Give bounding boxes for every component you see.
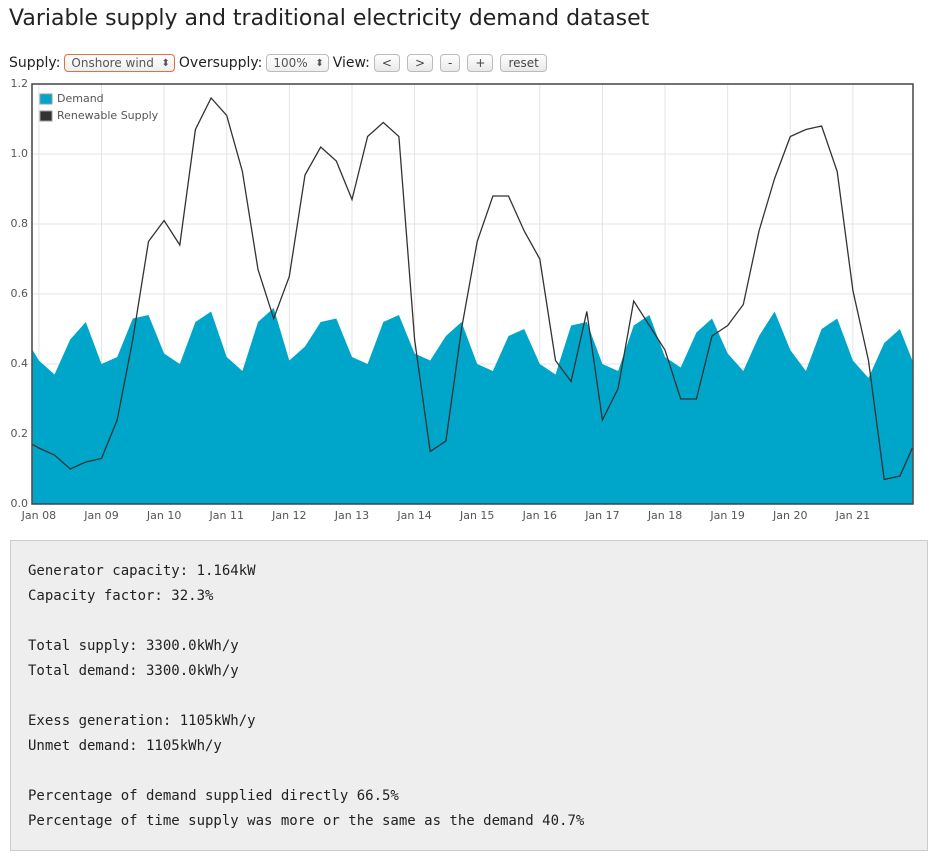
stats-line: Unmet demand: 1105kWh/y — [28, 738, 222, 754]
view-label: View: — [332, 55, 370, 71]
plot-border — [31, 83, 914, 505]
stats-group: Exess generation: 1105kWh/y Unmet demand:… — [11, 709, 927, 759]
view-button[interactable]: + — [467, 54, 494, 72]
legend-swatch — [39, 110, 53, 122]
oversupply-select[interactable]: 100% — [266, 54, 329, 72]
view-button[interactable]: - — [440, 54, 461, 72]
y-tick-label: 0.6 — [11, 287, 29, 300]
stats-group: Total supply: 3300.0kWh/y Total demand: 3… — [11, 634, 927, 684]
x-tick-label: Jan 13 — [334, 509, 369, 522]
page-title: Variable supply and traditional electric… — [9, 6, 650, 31]
y-tick-label: 1.0 — [11, 147, 29, 160]
x-tick-label: Jan 17 — [584, 509, 619, 522]
x-tick-label: Jan 19 — [709, 509, 744, 522]
stats-line: Capacity factor: 32.3% — [28, 588, 214, 604]
x-tick-label: Jan 08 — [21, 509, 56, 522]
y-tick-label: 0.2 — [11, 427, 29, 440]
demand-area — [32, 308, 913, 504]
y-tick-label: 1.2 — [11, 78, 29, 90]
y-tick-label: 0.0 — [11, 497, 29, 510]
x-tick-label: Jan 09 — [83, 509, 118, 522]
stats-line: Percentage of demand supplied directly 6… — [28, 788, 399, 804]
chart: 0.0 0.2 0.4 0.6 0.8 1.0 1.2 Jan 08 Jan 09 Jan 10 J… — [11, 78, 914, 522]
view-button[interactable]: reset — [500, 54, 547, 72]
stats-panel: Generator capacity: 1.164kW Capacity fact… — [10, 540, 928, 851]
view-button[interactable]: < — [373, 54, 400, 72]
x-tick-label: Jan 20 — [772, 509, 807, 522]
oversupply-label: Oversupply: — [178, 55, 263, 71]
stats-line: Generator capacity: 1.164kW — [28, 563, 256, 579]
supply-line — [32, 96, 913, 481]
controls: Supply: Onshore wind Oversupply: 100% Vi… — [9, 54, 547, 72]
x-tick-label: Jan 16 — [522, 509, 557, 522]
y-tick-label: 0.4 — [11, 357, 29, 370]
x-tick-label: Jan 11 — [209, 509, 244, 522]
legend-label: Renewable Supply — [57, 109, 159, 122]
x-tick-label: Jan 12 — [271, 509, 306, 522]
x-tick-label: Jan 14 — [396, 509, 431, 522]
stats-line: Exess generation: 1105kWh/y — [28, 713, 256, 729]
y-tick-label: 0.8 — [11, 217, 29, 230]
legend-label: Demand — [57, 92, 104, 105]
x-tick-label: Jan 15 — [459, 509, 494, 522]
stats-line: Total supply: 3300.0kWh/y — [28, 638, 239, 654]
view-button[interactable]: > — [406, 54, 434, 72]
supply-label: Supply: — [9, 55, 61, 71]
stats-group: Percentage of demand supplied directly 6… — [11, 784, 927, 834]
x-tick-label: Jan 18 — [647, 509, 682, 522]
x-tick-label: Jan 10 — [146, 509, 181, 522]
stats-line: Total demand: 3300.0kWh/y — [28, 663, 239, 679]
supply-select[interactable]: Onshore wind — [64, 54, 175, 72]
x-tick-label: Jan 21 — [835, 509, 870, 522]
view-buttons: < > - + reset — [373, 54, 547, 72]
stats-group: Generator capacity: 1.164kW Capacity fact… — [11, 559, 927, 609]
stats-line: Percentage of time supply was more or th… — [28, 813, 585, 829]
legend-swatch — [39, 93, 53, 105]
